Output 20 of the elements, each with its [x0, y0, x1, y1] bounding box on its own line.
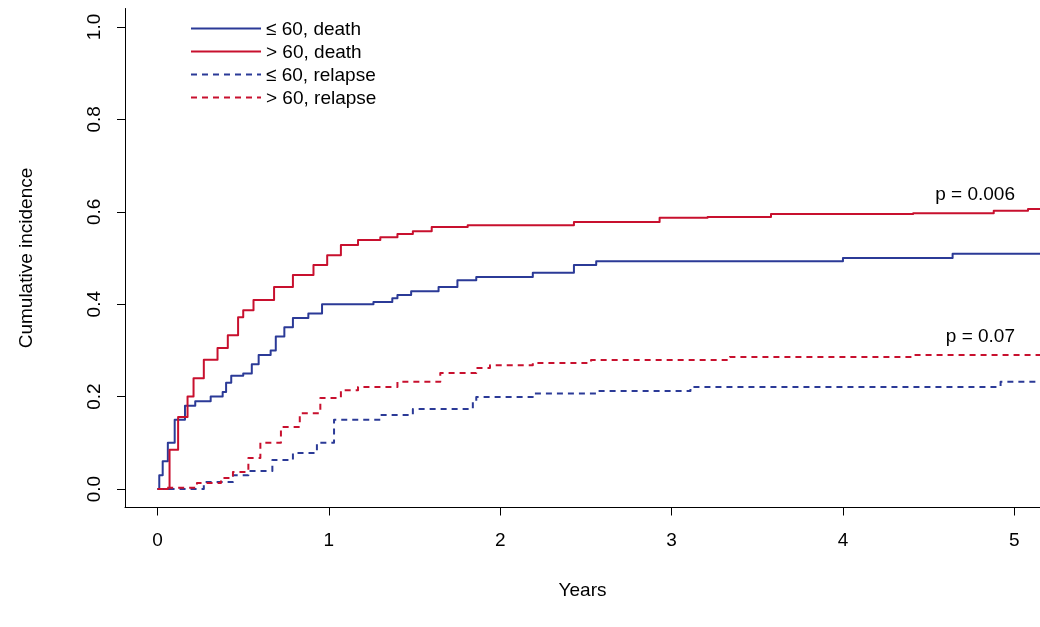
y-tick-label: 0.2	[83, 383, 104, 410]
x-tick-label: 5	[1009, 528, 1020, 550]
y-tick-label: 0.6	[83, 198, 104, 226]
legend-label: ≤ 60, relapse	[266, 64, 376, 85]
y-axis-title: Cumulative incidence	[15, 167, 36, 349]
annotation: p = 0.07	[945, 324, 1015, 346]
x-tick-label: 1	[323, 528, 335, 550]
x-tick-label: 4	[837, 528, 849, 550]
legend-label: > 60, relapse	[266, 87, 377, 108]
x-tick-label: 3	[666, 528, 677, 550]
x-tick-label: 2	[494, 528, 506, 550]
y-tick-label: 0.0	[83, 475, 104, 503]
legend-label: > 60, death	[266, 41, 362, 62]
legend-label: ≤ 60, death	[266, 18, 361, 39]
annotation: p = 0.006	[935, 182, 1015, 204]
x-tick-label: 0	[152, 528, 163, 550]
y-tick-label: 0.8	[83, 106, 104, 133]
y-tick-label: 0.4	[83, 290, 104, 318]
y-tick-label: 1.0	[83, 13, 104, 41]
x-axis-title: Years	[558, 578, 607, 600]
